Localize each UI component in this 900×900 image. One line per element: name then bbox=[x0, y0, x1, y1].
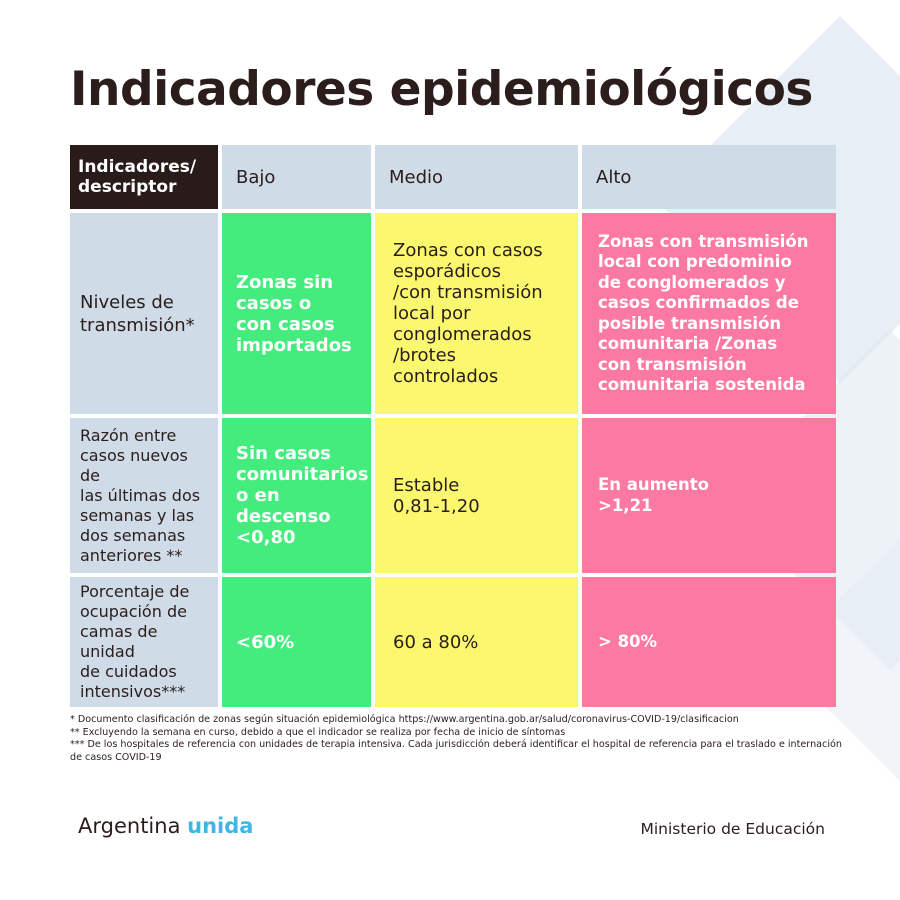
header-high-cell: Alto bbox=[582, 145, 836, 209]
medium-level-cell: Estable 0,81-1,20 bbox=[375, 418, 578, 573]
footnote: ** Excluyendo la semana en curso, debido… bbox=[70, 726, 566, 738]
low-level-text: Zonas sin casos o con casos importados bbox=[236, 271, 352, 356]
brand-accent-word: unida bbox=[187, 814, 254, 838]
header-descriptor-label: Indicadores/ descriptor bbox=[78, 157, 197, 197]
low-level-cell: Sin casos comunitarios o en descenso <0,… bbox=[222, 418, 371, 573]
row-descriptor-cell: Niveles de transmisión* bbox=[70, 213, 218, 414]
footnote: * Documento clasificación de zonas según… bbox=[70, 714, 739, 725]
header-high-label: Alto bbox=[596, 166, 632, 188]
header-medium-label: Medio bbox=[389, 166, 444, 188]
header-low-cell: Bajo bbox=[222, 145, 371, 209]
footnote: *** De los hospitales de referencia con … bbox=[70, 739, 842, 763]
medium-level-cell: 60 a 80% bbox=[375, 577, 578, 707]
high-level-cell: Zonas con transmisión local con predomin… bbox=[582, 213, 836, 414]
medium-level-text: Zonas con casos esporádicos /con transmi… bbox=[393, 240, 543, 387]
header-medium-cell: Medio bbox=[375, 145, 578, 209]
row-descriptor-text: Porcentaje de ocupación de camas de unid… bbox=[80, 582, 190, 701]
low-level-cell: <60% bbox=[222, 577, 371, 707]
high-level-text: Zonas con transmisión local con predomin… bbox=[598, 231, 809, 395]
footnotes: * Documento clasificación de zonas según… bbox=[70, 714, 850, 764]
indicators-table: Indicadores/ descriptor Bajo Medio Alto … bbox=[70, 145, 836, 707]
high-level-text: En aumento >1,21 bbox=[598, 475, 709, 515]
high-level-cell: En aumento >1,21 bbox=[582, 418, 836, 573]
medium-level-cell: Zonas con casos esporádicos /con transmi… bbox=[375, 213, 578, 414]
header-descriptor-cell: Indicadores/ descriptor bbox=[70, 145, 218, 209]
row-descriptor-text: Niveles de transmisión* bbox=[80, 291, 195, 336]
high-level-text: > 80% bbox=[598, 631, 658, 651]
low-level-cell: Zonas sin casos o con casos importados bbox=[222, 213, 371, 414]
low-level-text: <60% bbox=[236, 631, 295, 653]
medium-level-text: 60 a 80% bbox=[393, 631, 479, 653]
page-title: Indicadores epidemiológicos bbox=[70, 62, 813, 117]
row-descriptor-cell: Porcentaje de ocupación de camas de unid… bbox=[70, 577, 218, 707]
low-level-text: Sin casos comunitarios o en descenso <0,… bbox=[236, 443, 369, 548]
argentina-unida-logo: Argentina unida bbox=[78, 814, 253, 838]
medium-level-text: Estable 0,81-1,20 bbox=[393, 474, 480, 517]
brand-word: Argentina bbox=[78, 814, 181, 838]
header-low-label: Bajo bbox=[236, 166, 276, 188]
row-descriptor-text: Razón entre casos nuevos de las últimas … bbox=[80, 425, 201, 565]
ministry-name: Ministerio de Educación bbox=[640, 820, 825, 838]
high-level-cell: > 80% bbox=[582, 577, 836, 707]
row-descriptor-cell: Razón entre casos nuevos de las últimas … bbox=[70, 418, 218, 573]
